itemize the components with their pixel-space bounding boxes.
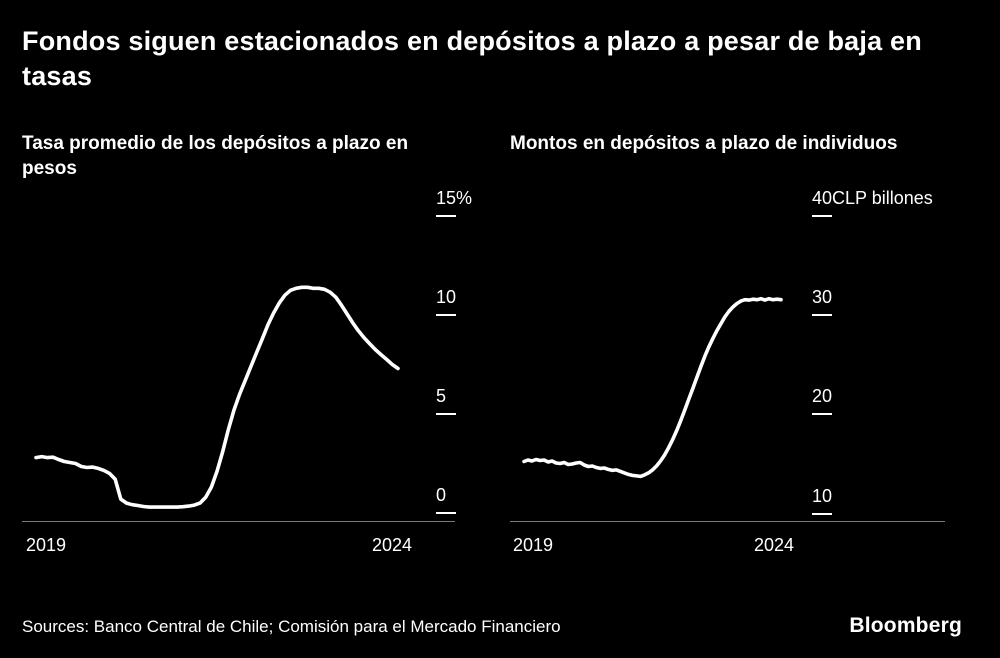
left-y-tickmark-10 bbox=[436, 314, 456, 316]
bloomberg-logo: Bloomberg bbox=[849, 614, 962, 637]
page-title: Fondos siguen estacionados en depósitos … bbox=[22, 26, 922, 91]
right-y-tickmark-10 bbox=[812, 513, 832, 515]
right-y-tickmark-40 bbox=[812, 215, 832, 217]
right-x-label-2019: 2019 bbox=[513, 535, 554, 555]
right-chart-line bbox=[522, 296, 783, 479]
left-y-tickmark-15 bbox=[436, 215, 456, 217]
left-y-label-10: 10 bbox=[436, 287, 457, 307]
right-x-axis-line bbox=[510, 521, 945, 522]
right-y-tickmark-30 bbox=[812, 314, 832, 316]
left-y-label-5: 5 bbox=[436, 386, 447, 406]
left-x-label-2019: 2019 bbox=[26, 535, 67, 555]
sources-note: Sources: Banco Central de Chile; Comisió… bbox=[22, 617, 561, 636]
right-y-tickmark-20 bbox=[812, 413, 832, 415]
left-y-tickmark-5 bbox=[436, 413, 456, 415]
left-y-label-0: 0 bbox=[436, 485, 447, 505]
right-chart-title: Montos en depósitos a plazo de individuo… bbox=[510, 133, 898, 154]
left-chart-title: Tasa promedio de los depósitos a plazo e… bbox=[22, 133, 409, 179]
right-y-label-10: 10 bbox=[812, 486, 833, 506]
left-y-label-15: 15% bbox=[436, 188, 473, 208]
left-x-label-2024: 2024 bbox=[372, 535, 413, 555]
left-chart-line bbox=[34, 285, 400, 509]
right-y-label-20: 20 bbox=[812, 386, 833, 406]
left-y-tickmark-0 bbox=[436, 512, 456, 514]
right-y-label-30: 30 bbox=[812, 287, 833, 307]
right-x-label-2024: 2024 bbox=[754, 535, 795, 555]
left-x-axis-line bbox=[22, 521, 455, 522]
right-y-label-40: 40CLP billones bbox=[812, 188, 933, 208]
